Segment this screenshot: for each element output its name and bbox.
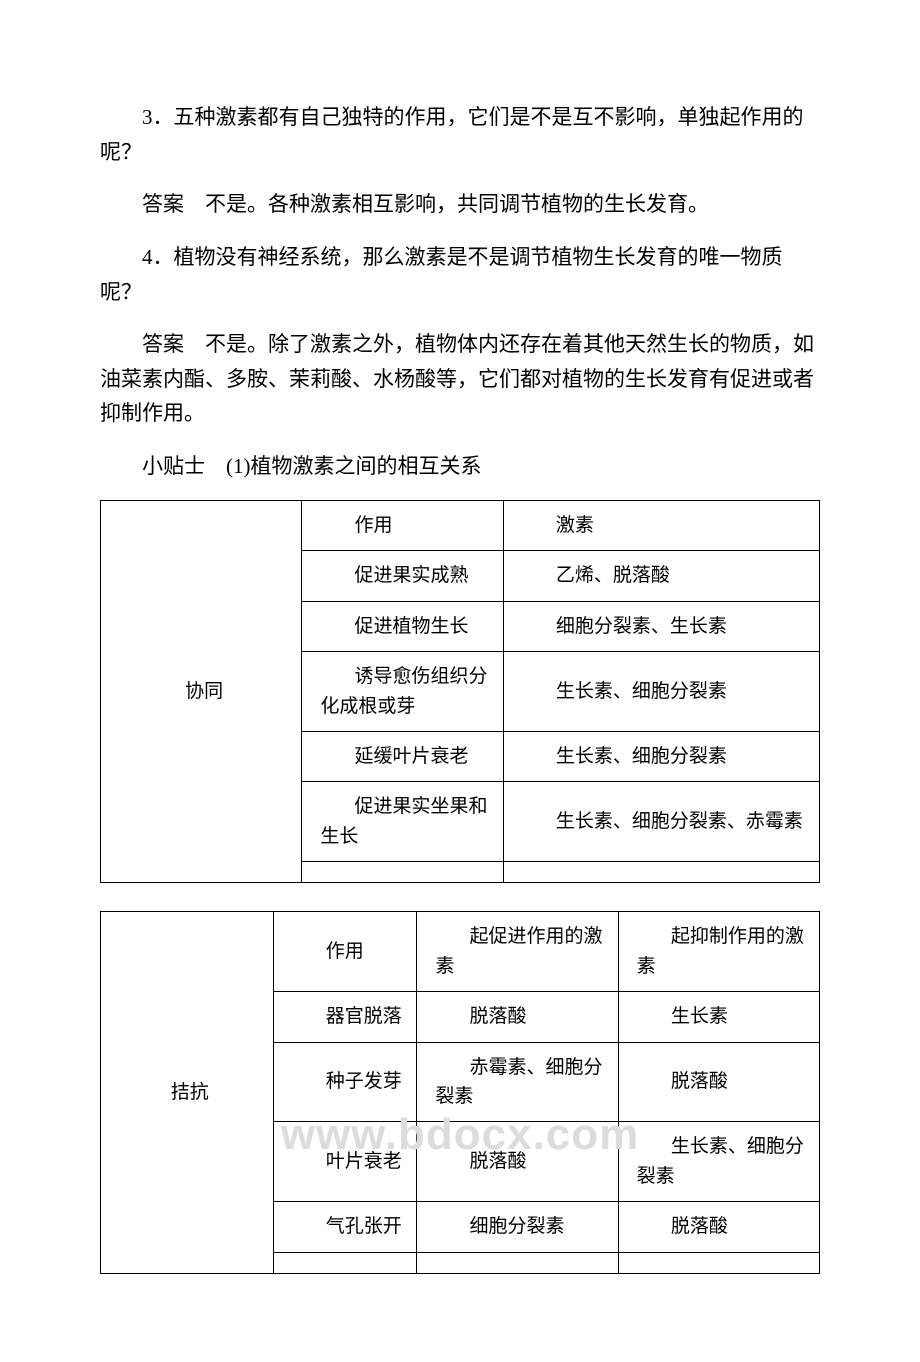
action-cell: 诱导愈伤组织分化成根或芽	[302, 652, 503, 732]
action-cell: 促进果实坐果和生长	[302, 782, 503, 862]
action-cell: 促进植物生长	[302, 601, 503, 651]
action-cell: 促进果实成熟	[302, 551, 503, 601]
tip-heading: 小贴士 (1)植物激素之间的相互关系	[100, 449, 820, 484]
action-cell: 叶片衰老	[273, 1122, 417, 1202]
action-cell: 延缓叶片衰老	[302, 731, 503, 781]
empty-cell	[417, 1252, 618, 1273]
question-3: 3．五种激素都有自己独特的作用，它们是不是互不影响，单独起作用的呢？	[100, 100, 820, 169]
answer-3: 答案 不是。各种激素相互影响，共同调节植物的生长发育。	[100, 187, 820, 222]
empty-cell	[618, 1252, 819, 1273]
answer-4: 答案 不是。除了激素之外，植物体内还存在着其他天然生长的物质，如油菜素内酯、多胺…	[100, 327, 820, 431]
promote-cell: 细胞分裂素	[417, 1202, 618, 1252]
table-row: 协同 作用 激素	[101, 500, 820, 550]
promote-cell: 脱落酸	[417, 1122, 618, 1202]
action-cell: 器官脱落	[273, 992, 417, 1042]
header-promote: 起促进作用的激素	[417, 912, 618, 992]
antagonism-table: 拮抗 作用 起促进作用的激素 起抑制作用的激素 器官脱落 脱落酸 生长素 种子发…	[100, 911, 820, 1274]
category-cell: 拮抗	[101, 912, 274, 1274]
inhibit-cell: 生长素	[618, 992, 819, 1042]
inhibit-cell: 脱落酸	[618, 1202, 819, 1252]
table-row: 拮抗 作用 起促进作用的激素 起抑制作用的激素	[101, 912, 820, 992]
header-action: 作用	[273, 912, 417, 992]
inhibit-cell: 脱落酸	[618, 1042, 819, 1122]
hormone-cell: 生长素、细胞分裂素、赤霉素	[503, 782, 819, 862]
header-inhibit: 起抑制作用的激素	[618, 912, 819, 992]
question-4: 4．植物没有神经系统，那么激素是不是调节植物生长发育的唯一物质呢？	[100, 240, 820, 309]
action-cell: 气孔张开	[273, 1202, 417, 1252]
hormone-cell: 生长素、细胞分裂素	[503, 731, 819, 781]
inhibit-cell: 生长素、细胞分裂素	[618, 1122, 819, 1202]
empty-cell	[273, 1252, 417, 1273]
promote-cell: 赤霉素、细胞分裂素	[417, 1042, 618, 1122]
empty-cell	[503, 862, 819, 883]
promote-cell: 脱落酸	[417, 992, 618, 1042]
hormone-cell: 乙烯、脱落酸	[503, 551, 819, 601]
header-hormone: 激素	[503, 500, 819, 550]
action-cell: 种子发芽	[273, 1042, 417, 1122]
hormone-cell: 细胞分裂素、生长素	[503, 601, 819, 651]
hormone-cell: 生长素、细胞分裂素	[503, 652, 819, 732]
header-action: 作用	[302, 500, 503, 550]
empty-cell	[302, 862, 503, 883]
category-cell: 协同	[101, 500, 302, 883]
synergy-table: 协同 作用 激素 促进果实成熟 乙烯、脱落酸 促进植物生长 细胞分裂素、生长素 …	[100, 500, 820, 884]
